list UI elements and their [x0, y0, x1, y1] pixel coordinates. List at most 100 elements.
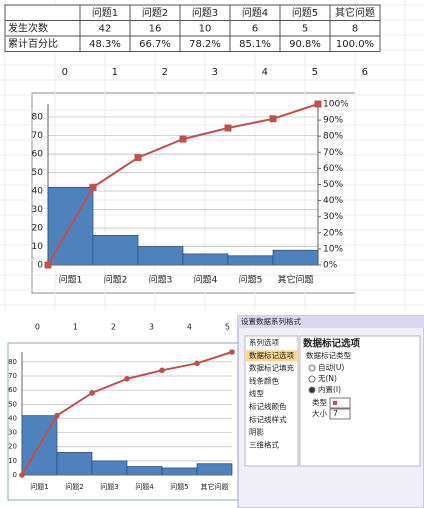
bar: [126, 466, 163, 476]
marker: [134, 154, 142, 162]
y-tick-label: 40: [8, 414, 17, 422]
x-tick-label: 问题5: [239, 274, 263, 286]
radio-label[interactable]: 自动(U): [318, 362, 344, 372]
menu-item[interactable]: 标记线颜色: [249, 401, 287, 411]
marker: [19, 472, 25, 478]
dialog-panel: [299, 335, 421, 467]
marker: [229, 349, 235, 355]
marker: [159, 367, 165, 374]
menu-item[interactable]: 标记线样式: [249, 414, 287, 424]
marker: [89, 390, 95, 396]
x-tick-label: 问题1: [30, 483, 48, 491]
y2-tick-label: 90%: [323, 116, 343, 126]
x-tick-label: 问题1: [59, 274, 83, 286]
dialog-content: 设置数据系列格式系列选项数据标记选项数据标记填充线条颜色线型标记线颜色标记线样式…: [241, 316, 361, 449]
y-tick-label: 60: [32, 149, 44, 159]
menu-item[interactable]: 系列选项: [249, 337, 279, 347]
y-tick-label: 0: [37, 261, 43, 271]
table-value: 5: [302, 24, 308, 35]
table-value: 100.0%: [336, 39, 374, 50]
x-tick-label: 问题2: [104, 274, 128, 286]
combo-marker: [333, 401, 337, 405]
x-tick-label: 问题4: [135, 483, 154, 491]
helper-value: 1: [112, 67, 118, 78]
marker: [314, 100, 322, 108]
row-label: 累计百分比: [8, 37, 58, 50]
y-tick-label: 10: [8, 457, 17, 465]
group-label: 数据标记类型: [306, 350, 351, 360]
spinbox[interactable]: [329, 408, 351, 420]
menu-item[interactable]: 数据标记填充: [249, 363, 294, 373]
y-tick-label: 0: [13, 471, 17, 479]
y2-tick-label: 0%: [323, 261, 338, 271]
helper-value: 5: [312, 67, 318, 78]
bar: [182, 253, 229, 266]
y-tick-label: 30: [32, 205, 44, 215]
bar: [272, 249, 319, 266]
table-value: 10: [199, 24, 212, 35]
menu-item[interactable]: 线型: [249, 388, 264, 398]
table-value: 48.3%: [89, 39, 121, 50]
helper-value: 2: [162, 67, 168, 78]
marker: [124, 376, 130, 382]
menu-item[interactable]: 线条颜色: [249, 375, 279, 385]
bar: [56, 452, 93, 476]
y2-tick-label: 100%: [323, 100, 349, 110]
radio[interactable]: [308, 386, 316, 394]
helper-value: 3: [149, 323, 154, 332]
y2-tick-label: 40%: [323, 196, 343, 206]
radio-label[interactable]: 内置(I): [318, 384, 341, 394]
marker: [44, 261, 52, 269]
table-header: 问题1: [92, 6, 118, 19]
dialog-title: 设置数据系列格式: [241, 316, 301, 326]
x-tick-label: 问题3: [100, 483, 118, 491]
y2-tick-label: 10%: [323, 244, 343, 254]
y-tick-label: 30: [8, 429, 17, 437]
marker: [194, 360, 200, 367]
y-tick-label: 20: [32, 223, 44, 233]
helper-value: 4: [187, 323, 192, 332]
bar: [92, 235, 139, 266]
radio[interactable]: [308, 364, 316, 372]
y-tick-label: 70: [32, 131, 44, 141]
radio[interactable]: [308, 375, 316, 383]
y-tick-label: 50: [32, 168, 44, 178]
y-tick-label: 70: [8, 372, 17, 380]
marker: [89, 183, 97, 191]
combobox[interactable]: [329, 397, 351, 409]
y-tick-label: 10: [32, 242, 44, 252]
x-tick-label: 问题4: [194, 274, 218, 286]
bar: [91, 460, 128, 476]
marker: [224, 124, 232, 132]
marker: [54, 412, 60, 419]
menu-item[interactable]: 三维格式: [249, 439, 279, 449]
bar: [137, 246, 184, 266]
y-tick-label: 20: [8, 443, 17, 451]
menu-item[interactable]: 阴影: [249, 427, 264, 437]
table-value: 42: [99, 24, 112, 35]
table-header: 问题3: [192, 6, 218, 19]
marker: [179, 135, 187, 143]
table-value: 6: [252, 24, 258, 35]
radio-label[interactable]: 无(N): [318, 374, 337, 383]
y-tick-label: 60: [8, 386, 17, 394]
x-tick-label: 其它问题: [277, 274, 313, 286]
table-value: 66.7%: [139, 39, 171, 50]
x-tick-label: 问题3: [149, 274, 173, 286]
table-header: 其它问题: [335, 6, 375, 19]
y2-tick-label: 50%: [323, 180, 343, 190]
helper-value: 5: [225, 323, 230, 332]
y-tick-label: 80: [8, 358, 17, 366]
menu-item[interactable]: 数据标记选项: [249, 350, 294, 360]
y2-tick-label: 30%: [323, 212, 343, 222]
panel-heading: 数据标记选项: [302, 338, 361, 350]
table-value: 8: [352, 24, 358, 35]
y2-tick-label: 80%: [323, 132, 343, 142]
y-tick-label: 50: [8, 400, 17, 408]
helper-value: 2: [111, 323, 116, 332]
bar: [227, 255, 274, 266]
row-label: 发生次数: [8, 22, 48, 35]
marker: [269, 115, 277, 123]
